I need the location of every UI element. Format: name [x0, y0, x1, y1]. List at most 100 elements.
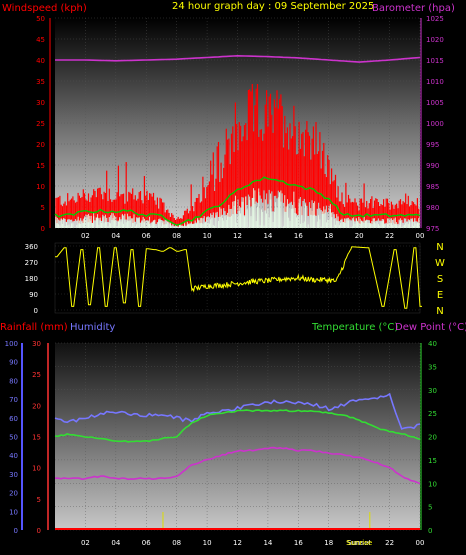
- compass-label: N: [436, 306, 443, 317]
- humidity-y-tick-label: 50: [9, 434, 18, 442]
- temp-x-tick-label: 14: [263, 539, 272, 547]
- wind-panel-plot: [54, 54, 421, 228]
- temp-x-tick-label: Sunset: [347, 539, 371, 547]
- compass-label: S: [437, 274, 443, 285]
- direction-y-tick-label: 0: [34, 307, 38, 315]
- direction-panel-plot: [55, 246, 422, 309]
- direction-panel-grid: [55, 245, 421, 311]
- wind-y-tick-label: 45: [36, 36, 45, 44]
- wind-y-tick-label: 35: [36, 78, 45, 86]
- dewpoint-axis-label: Dew Point (°C): [395, 322, 466, 333]
- wind-y-tick-label: 15: [36, 162, 45, 170]
- chart-title: 24 hour graph day : 09 September 2025: [172, 1, 374, 12]
- wind-x-tick-label: 00: [416, 232, 425, 240]
- humidity-y-tick-label: 30: [9, 471, 18, 479]
- temp-y-tick-label: 15: [428, 457, 437, 465]
- wind-x-tick-label: 02: [81, 232, 90, 240]
- wind-panel-axes: 0510152025303540455097598098599099510001…: [36, 15, 444, 240]
- dewpoint-line: [55, 446, 421, 485]
- compass-label: W: [435, 258, 445, 269]
- sunrise-label: Sunrise: [346, 539, 372, 547]
- temp-y-tick-label: 30: [428, 387, 437, 395]
- wind-x-tick-label: 14: [263, 232, 272, 240]
- temp-x-tick-label: 06: [142, 539, 151, 547]
- wind-x-tick-label: 10: [203, 232, 212, 240]
- temp-y-tick-label: 5: [428, 504, 432, 512]
- rainfall-y-tick-label: 25: [32, 371, 41, 379]
- humidity-y-tick-label: 60: [9, 415, 18, 423]
- wind-x-tick-label: 08: [172, 232, 181, 240]
- rainfall-axis-label: Rainfall (mm): [0, 322, 68, 333]
- temp-y-tick-label: 20: [428, 434, 437, 442]
- humidity-line: [54, 392, 421, 430]
- barometer-axis-label: Barometer (hpa): [372, 3, 455, 14]
- baro-y-tick-label: 975: [426, 225, 439, 233]
- temp-x-tick-label: 16: [294, 539, 303, 547]
- temp-x-tick-label: 10: [203, 539, 212, 547]
- wind-y-tick-label: 30: [36, 99, 45, 107]
- wind-y-tick-label: 0: [41, 225, 45, 233]
- wind-x-tick-label: 16: [294, 232, 303, 240]
- wind-y-tick-label: 5: [41, 204, 45, 212]
- rainfall-y-tick-label: 5: [37, 496, 41, 504]
- humidity-y-tick-label: 0: [14, 527, 18, 535]
- wind-x-tick-label: 12: [233, 232, 242, 240]
- rainfall-y-tick-label: 30: [32, 340, 41, 348]
- humidity-axis-label: Humidity: [70, 322, 115, 333]
- baro-y-tick-label: 1020: [426, 36, 444, 44]
- baro-y-tick-label: 1010: [426, 78, 444, 86]
- humidity-y-tick-label: 10: [9, 508, 18, 516]
- temp-y-tick-label: 35: [428, 363, 437, 371]
- wind-x-tick-label: 18: [324, 232, 333, 240]
- wind-y-tick-label: 25: [36, 120, 45, 128]
- temp-panel-axes: 0510152025303540010203040506070809010005…: [5, 340, 437, 547]
- temp-panel-plot: [54, 392, 421, 530]
- humidity-y-tick-label: 80: [9, 377, 18, 385]
- temp-x-tick-label: 12: [233, 539, 242, 547]
- temp-x-tick-label: 04: [111, 539, 120, 547]
- humidity-y-tick-label: 40: [9, 452, 18, 460]
- windspeed-axis-label: Windspeed (kph): [2, 3, 87, 14]
- wind-x-tick-label: 22: [385, 232, 394, 240]
- wind-y-tick-label: 10: [36, 183, 45, 191]
- temperature-axis-label: Temperature (°C): [311, 322, 398, 333]
- temp-x-tick-label: 08: [172, 539, 181, 547]
- direction-y-tick-label: 180: [25, 275, 38, 283]
- baro-y-tick-label: 1025: [426, 15, 444, 23]
- wind-x-tick-label: 20: [355, 232, 364, 240]
- temp-y-tick-label: 25: [428, 410, 437, 418]
- baro-y-tick-label: 1015: [426, 57, 444, 65]
- compass-label: E: [437, 290, 443, 301]
- humidity-y-tick-label: 100: [5, 340, 18, 348]
- wind-y-tick-label: 20: [36, 141, 45, 149]
- temp-x-tick-label: 22: [385, 539, 394, 547]
- baro-y-tick-label: 990: [426, 162, 439, 170]
- wind-direction-line: [55, 246, 422, 309]
- temp-x-tick-label: 18: [324, 539, 333, 547]
- humidity-y-tick-label: 70: [9, 396, 18, 404]
- humidity-y-tick-label: 20: [9, 490, 18, 498]
- baro-y-tick-label: 980: [426, 204, 439, 212]
- baro-y-tick-label: 1005: [426, 99, 444, 107]
- wind-y-tick-label: 50: [36, 15, 45, 23]
- barometer-line: [55, 54, 421, 63]
- temp-y-tick-label: 40: [428, 340, 437, 348]
- wind-x-tick-label: 06: [142, 232, 151, 240]
- direction-y-tick-label: 90: [29, 291, 38, 299]
- rainfall-y-tick-label: 10: [32, 465, 41, 473]
- temperature-line: [54, 409, 421, 443]
- baro-y-tick-label: 985: [426, 183, 439, 191]
- direction-y-tick-label: 270: [25, 259, 38, 267]
- rainfall-y-tick-label: 15: [32, 434, 41, 442]
- humidity-y-tick-label: 90: [9, 359, 18, 367]
- direction-y-tick-label: 360: [25, 243, 38, 251]
- rainfall-y-tick-label: 20: [32, 402, 41, 410]
- compass-label: N: [436, 242, 443, 253]
- baro-y-tick-label: 1000: [426, 120, 444, 128]
- wind-x-tick-label: 04: [111, 232, 120, 240]
- rainfall-y-tick-label: 0: [37, 527, 41, 535]
- temp-y-tick-label: 10: [428, 480, 437, 488]
- wind-y-tick-label: 40: [36, 57, 45, 65]
